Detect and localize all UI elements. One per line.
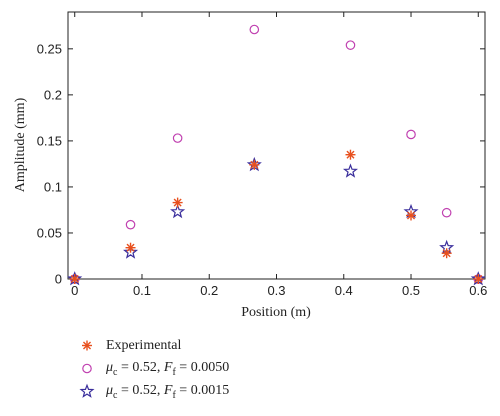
circle-marker: [82, 363, 92, 374]
mu-value: = 0.52,: [117, 359, 164, 375]
legend-label-experimental: Experimental: [106, 337, 182, 353]
star-marker: [79, 383, 95, 398]
asterisk-marker: [82, 340, 92, 351]
f-value: = 0.0050: [175, 359, 230, 375]
x-tick-label: 0.3: [267, 283, 285, 298]
asterisk-marker-icon: [82, 340, 92, 351]
mu-subscript: c: [113, 389, 118, 401]
asterisk-marker: [172, 197, 183, 208]
x-tick-label: 0.1: [133, 283, 151, 298]
legend-entry-ff-0050: μc = 0.52, Ff = 0.0050: [72, 357, 372, 380]
circle-marker: [125, 219, 136, 230]
star-marker: [123, 244, 139, 259]
asterisk-marker: [406, 210, 417, 221]
star-marker-icon: [79, 383, 95, 398]
mu-symbol: μ: [106, 382, 114, 398]
mu-value: = 0.52,: [117, 382, 164, 398]
asterisk-marker: [345, 149, 356, 160]
y-tick-label: 0.25: [37, 41, 62, 56]
x-tick-label: 0.6: [469, 283, 487, 298]
star-marker: [170, 203, 186, 219]
legend-label-ff-0015: μc = 0.52, Ff = 0.0015: [102, 383, 229, 401]
asterisk-marker: [249, 159, 260, 170]
x-tick-label: 0.4: [335, 283, 353, 298]
x-tick-label: 0: [71, 283, 78, 298]
x-axis-label: Position (m): [241, 305, 311, 320]
circle-marker-icon: [82, 363, 92, 374]
circle-marker: [345, 40, 356, 50]
mu-subscript: c: [113, 366, 118, 378]
circle-marker: [172, 133, 183, 143]
mu-symbol: μ: [106, 359, 114, 375]
f-symbol: F: [163, 359, 173, 375]
asterisk-marker: [473, 274, 484, 284]
f-symbol: F: [163, 382, 173, 398]
legend: Experimental μc = 0.52, Ff = 0.0050 μc =…: [72, 334, 372, 403]
scatter-plot: 0 0.1 0.2 0.3 0.4 0.5 0.6 0 0.05 0.1 0.15 0.2 0.25 P…: [13, 11, 487, 320]
x-tick-label: 0.2: [200, 283, 218, 298]
y-tick-label: 0.15: [37, 133, 62, 148]
y-tick-label: 0: [55, 272, 62, 287]
circle-marker: [249, 24, 260, 35]
data-marks: [67, 24, 486, 286]
f-value: = 0.0015: [175, 382, 230, 398]
axis-ticks: 0 0.1 0.2 0.3 0.4 0.5 0.6 0 0.05 0.1 0.15 0.2 0.25: [37, 12, 487, 298]
asterisk-marker: [441, 248, 452, 259]
circle-marker: [441, 207, 452, 218]
f-subscript: f: [172, 389, 176, 401]
legend-entry-ff-0015: μc = 0.52, Ff = 0.0015: [72, 380, 372, 403]
y-tick-label: 0.2: [44, 87, 62, 102]
legend-entry-experimental: Experimental: [72, 334, 372, 357]
asterisk-marker: [69, 274, 80, 284]
star-marker: [342, 163, 359, 178]
asterisk-marker: [125, 242, 136, 253]
x-tick-label: 0.5: [402, 283, 420, 298]
f-subscript: f: [172, 366, 176, 378]
circle-marker: [406, 129, 416, 140]
legend-label-ff-0050: μc = 0.52, Ff = 0.0050: [102, 360, 229, 378]
y-axis-label: Amplitude (mm): [13, 97, 28, 192]
y-tick-label: 0.1: [44, 179, 62, 194]
y-tick-label: 0.05: [37, 225, 62, 240]
plot-area: [67, 11, 486, 280]
